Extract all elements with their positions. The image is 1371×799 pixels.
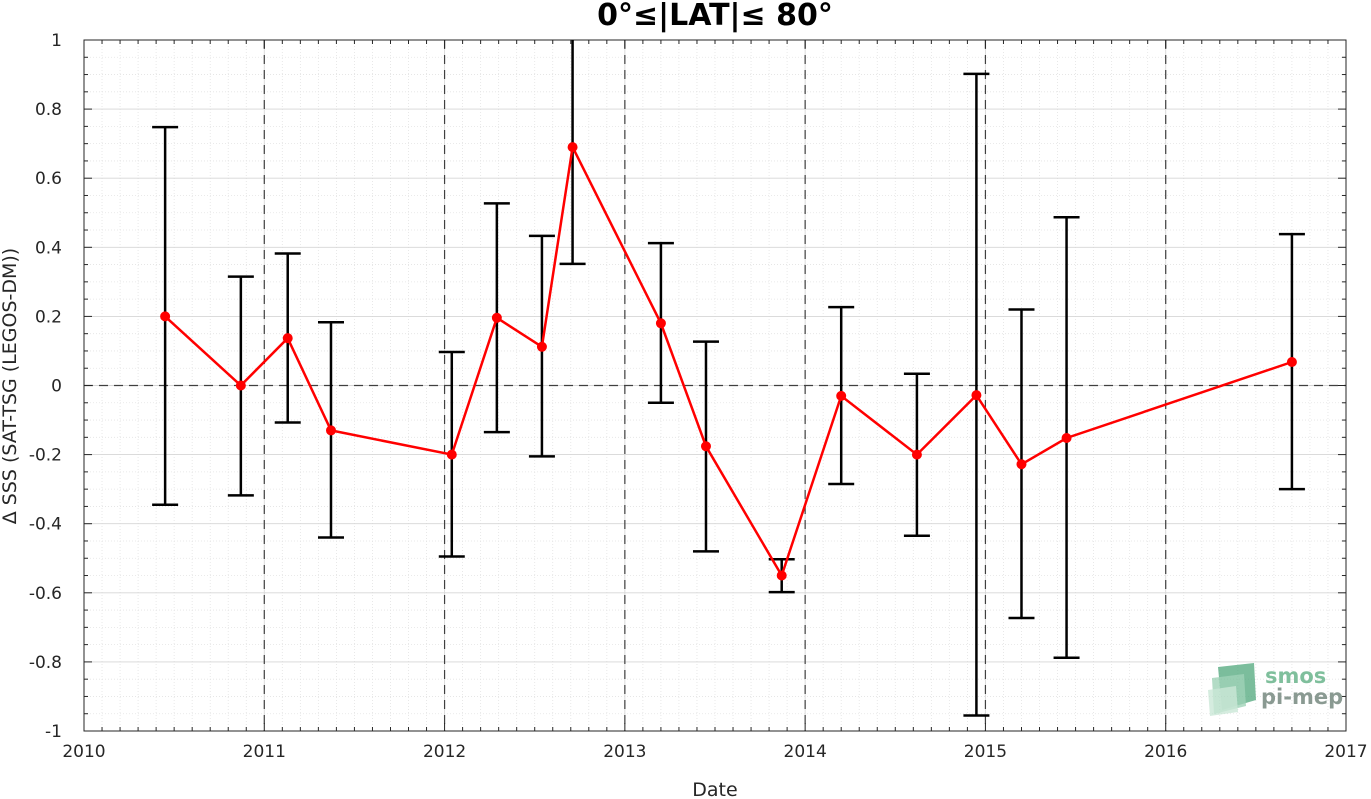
y-tick-label: -0.6: [29, 584, 62, 604]
y-axis-label: Δ SSS (SAT-TSG (LEGOS-DM)): [0, 248, 21, 524]
data-point: [655, 318, 666, 329]
logo-line2: pi-mep: [1261, 685, 1343, 709]
data-point: [325, 425, 336, 436]
tick-labels: 2010 2011 2012 2013 2014 2015 2016 2017 -1 -0.8 -0…: [29, 31, 1368, 762]
data-point: [567, 142, 578, 153]
logo-mark-icon: [1208, 663, 1256, 716]
x-tick-label: 2014: [784, 742, 827, 762]
data-point: [700, 441, 711, 452]
x-axis-label: Date: [692, 779, 737, 799]
data-point: [1286, 357, 1297, 368]
y-tick-label: 1: [51, 31, 62, 51]
y-tick-label: 0.6: [35, 169, 62, 189]
y-tick-label: 0.4: [35, 238, 62, 258]
series-polyline: [164, 143, 1293, 579]
y-tick-label: -1: [45, 722, 62, 742]
x-tick-label: 2017: [1324, 742, 1367, 762]
y-tick-label: 0.8: [35, 100, 62, 120]
error-bars: [152, 40, 1305, 717]
chart-title: 0°≤|LAT|≤ 80°: [597, 0, 833, 33]
data-point: [235, 380, 246, 391]
data-point: [282, 333, 293, 344]
x-tick-label: 2013: [603, 742, 646, 762]
data-point: [1016, 459, 1027, 470]
axis-ticks: [83, 39, 1347, 732]
data-point: [160, 311, 171, 322]
data-point: [776, 570, 787, 581]
y-tick-label: 0.2: [35, 307, 62, 327]
x-tick-label: 2011: [243, 742, 286, 762]
data-point: [536, 341, 547, 352]
y-tick-label: -0.8: [29, 653, 62, 673]
x-tick-label: 2012: [423, 742, 466, 762]
data-point: [911, 449, 922, 460]
y-tick-label: -0.2: [29, 446, 62, 466]
y-tick-label: -0.4: [29, 515, 62, 535]
logo-line1: smos: [1265, 664, 1326, 688]
data-point: [971, 390, 982, 401]
x-tick-label: 2015: [964, 742, 1007, 762]
series-line: [160, 142, 1297, 581]
x-tick-label: 2010: [62, 742, 105, 762]
data-point: [491, 312, 502, 323]
y-tick-label: 0: [51, 377, 62, 397]
smos-pi-mep-logo: smos pi-mep: [1208, 663, 1343, 716]
x-tick-label: 2016: [1144, 742, 1187, 762]
data-point: [836, 390, 847, 401]
reference-lines: [84, 40, 1346, 731]
data-point: [446, 449, 457, 460]
data-point: [1061, 433, 1072, 444]
